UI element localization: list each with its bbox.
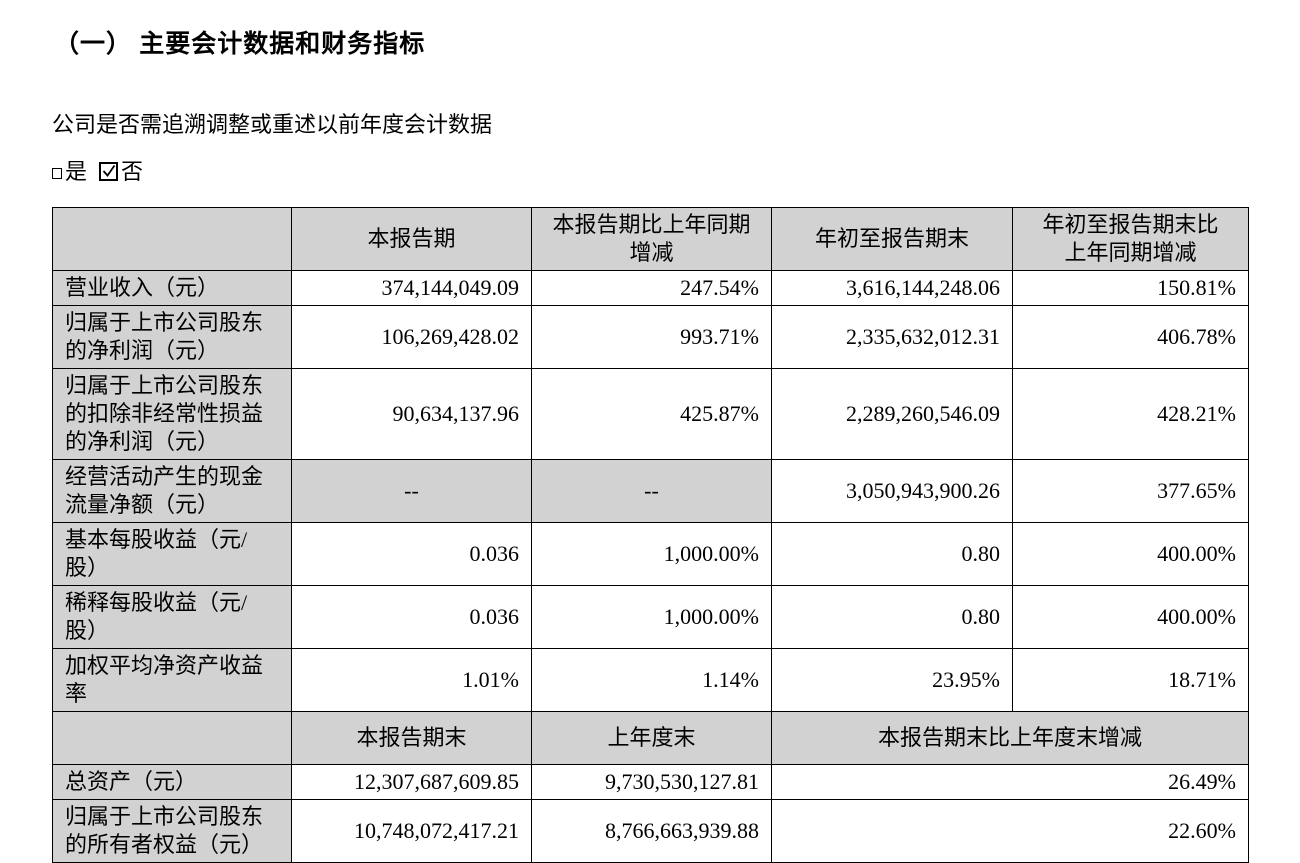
cell-value: 18.71%: [1012, 648, 1249, 712]
cell-value: 400.00%: [1012, 522, 1249, 586]
cell-value: 22.60%: [771, 799, 1249, 863]
cell-value: 400.00%: [1012, 585, 1249, 649]
table-row: 总资产（元） 12,307,687,609.85 9,730,530,127.81 2…: [52, 764, 1249, 800]
cell-value: 1.01%: [291, 648, 532, 712]
option-no[interactable]: 否: [99, 154, 143, 186]
table-row: 营业收入（元） 374,144,049.09 247.54% 3,616,144,24…: [52, 270, 1249, 306]
cell-value: 0.80: [771, 585, 1013, 649]
header-cell: [52, 207, 292, 271]
cell-value: 1.14%: [531, 648, 772, 712]
table-row: 经营活动产生的现金流量净额（元） -- -- 3,050,943,900.26 377.…: [52, 459, 1249, 523]
row-label: 归属于上市公司股东的扣除非经常性损益的净利润（元）: [52, 368, 292, 460]
header-cell: [52, 711, 292, 765]
checkbox-checked-icon: [99, 161, 119, 181]
cell-value: --: [531, 459, 772, 523]
cell-value: 2,289,260,546.09: [771, 368, 1013, 460]
header-cell: 上年度末: [531, 711, 772, 765]
row-label: 营业收入（元）: [52, 270, 292, 306]
cell-value: 0.036: [291, 585, 532, 649]
table-row: 加权平均净资产收益率 1.01% 1.14% 23.95% 18.71%: [52, 648, 1249, 712]
cell-value: 9,730,530,127.81: [531, 764, 772, 800]
cell-value: 377.65%: [1012, 459, 1249, 523]
cell-value: 0.036: [291, 522, 532, 586]
restatement-options: 是 否: [52, 154, 1248, 186]
table-row: 归属于上市公司股东的净利润（元） 106,269,428.02 993.71% 2,3…: [52, 305, 1249, 369]
cell-value: 12,307,687,609.85: [291, 764, 532, 800]
cell-value: 2,335,632,012.31: [771, 305, 1013, 369]
financial-indicators-table: 本报告期 本报告期比上年同期增减 年初至报告期末 年初至报告期末比上年同期增减 …: [52, 207, 1249, 863]
cell-value: 150.81%: [1012, 270, 1249, 306]
cell-value: 10,748,072,417.21: [291, 799, 532, 863]
restatement-question: 公司是否需追溯调整或重述以前年度会计数据: [52, 112, 493, 137]
row-label: 加权平均净资产收益率: [52, 648, 292, 712]
cell-value: 8,766,663,939.88: [531, 799, 772, 863]
cell-value: 3,616,144,248.06: [771, 270, 1013, 306]
cell-value: 428.21%: [1012, 368, 1249, 460]
table-row: 归属于上市公司股东的扣除非经常性损益的净利润（元） 90,634,137.96 42…: [52, 368, 1249, 460]
table-row: 归属于上市公司股东的所有者权益（元） 10,748,072,417.21 8,766…: [52, 799, 1249, 863]
row-label: 经营活动产生的现金流量净额（元）: [52, 459, 292, 523]
cell-value: --: [291, 459, 532, 523]
checkbox-unchecked-icon: [52, 167, 62, 179]
row-label: 总资产（元）: [52, 764, 292, 800]
cell-value: 90,634,137.96: [291, 368, 532, 460]
row-label: 归属于上市公司股东的所有者权益（元）: [52, 799, 292, 863]
row-label: 基本每股收益（元/股）: [52, 522, 292, 586]
cell-value: 0.80: [771, 522, 1013, 586]
option-no-label: 否: [121, 159, 144, 184]
cell-value: 1,000.00%: [531, 585, 772, 649]
section-title: （一） 主要会计数据和财务指标: [54, 31, 426, 58]
header-cell: 本报告期: [291, 207, 532, 271]
cell-value: 374,144,049.09: [291, 270, 532, 306]
cell-value: 993.71%: [531, 305, 772, 369]
row-label: 稀释每股收益（元/股）: [52, 585, 292, 649]
header-cell: 本报告期末比上年度末增减: [771, 711, 1249, 765]
option-yes[interactable]: 是: [52, 154, 87, 186]
cell-value: 106,269,428.02: [291, 305, 532, 369]
cell-value: 247.54%: [531, 270, 772, 306]
table-row: 基本每股收益（元/股） 0.036 1,000.00% 0.80 400.00%: [52, 522, 1249, 586]
row-label: 归属于上市公司股东的净利润（元）: [52, 305, 292, 369]
cell-value: 26.49%: [771, 764, 1249, 800]
cell-value: 3,050,943,900.26: [771, 459, 1013, 523]
cell-value: 406.78%: [1012, 305, 1249, 369]
header-cell: 本报告期末: [291, 711, 532, 765]
option-yes-label: 是: [65, 159, 88, 184]
table-header-row-period: 本报告期 本报告期比上年同期增减 年初至报告期末 年初至报告期末比上年同期增减: [52, 207, 1249, 271]
table-header-row-yearend: 本报告期末 上年度末 本报告期末比上年度末增减: [52, 711, 1249, 765]
table-row: 稀释每股收益（元/股） 0.036 1,000.00% 0.80 400.00%: [52, 585, 1249, 649]
header-cell: 年初至报告期末: [771, 207, 1013, 271]
cell-value: 1,000.00%: [531, 522, 772, 586]
header-cell: 年初至报告期末比上年同期增减: [1012, 207, 1249, 271]
cell-value: 425.87%: [531, 368, 772, 460]
cell-value: 23.95%: [771, 648, 1013, 712]
header-cell: 本报告期比上年同期增减: [531, 207, 772, 271]
